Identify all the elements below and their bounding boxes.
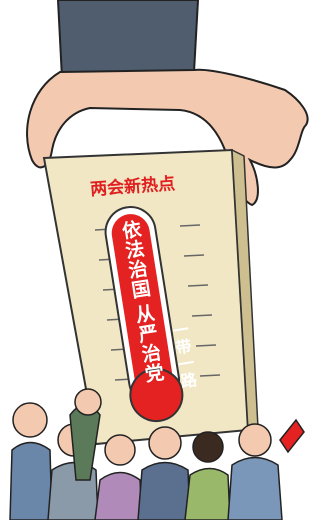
sleeve	[58, 0, 198, 78]
illustration: 两会新热点 依法治国 从严治党 一带一路	[0, 0, 312, 520]
